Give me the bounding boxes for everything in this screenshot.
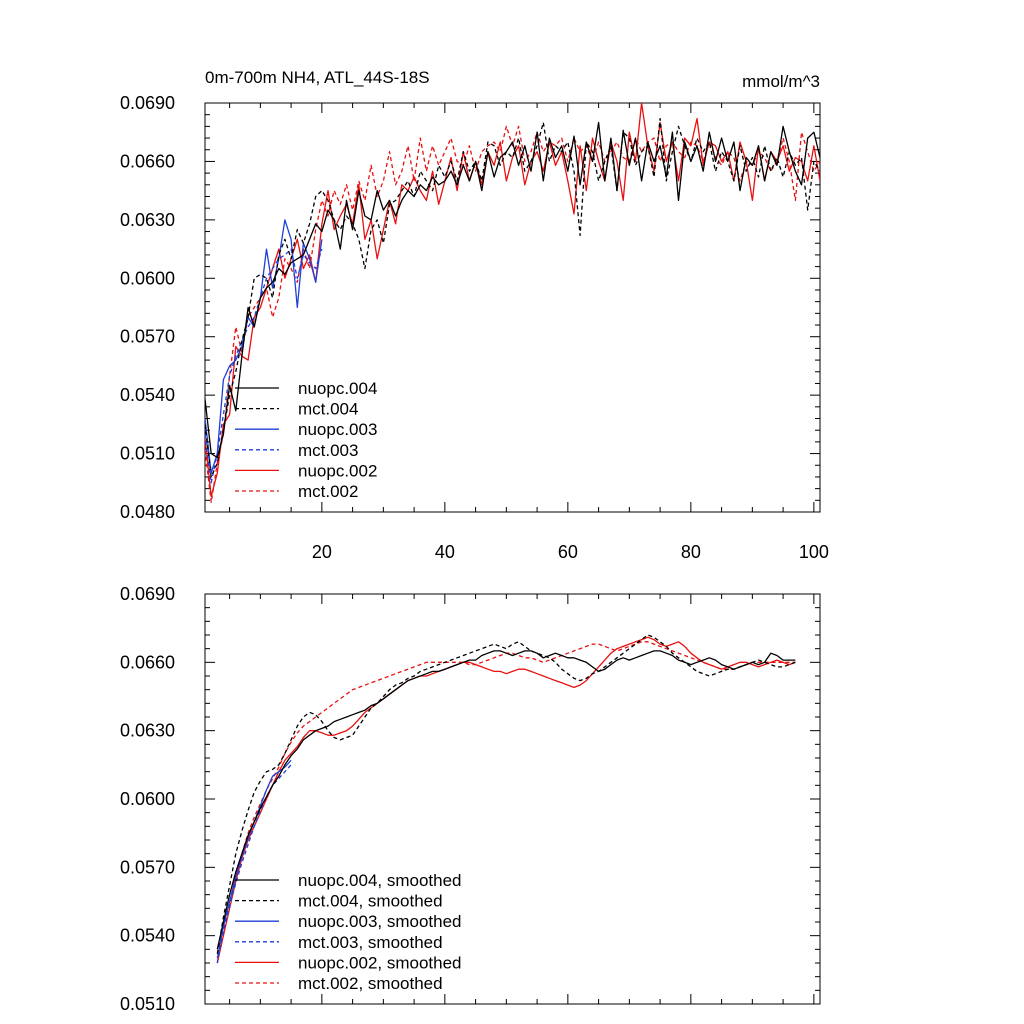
y-tick-label: 0.0690 bbox=[120, 584, 175, 604]
series-line-nuopc-004-smoothed bbox=[216, 650, 796, 950]
series-line-mct-004 bbox=[205, 117, 820, 478]
y-tick-label: 0.0510 bbox=[120, 444, 175, 464]
legend-label: mct.004 bbox=[298, 400, 358, 419]
legend-label: nuopc.003, smoothed bbox=[298, 912, 462, 931]
plot-frame bbox=[204, 102, 821, 513]
units-label: mmol/m^3 bbox=[742, 72, 820, 91]
x-tick-label: 20 bbox=[312, 542, 332, 562]
legend-label: mct.003, smoothed bbox=[298, 933, 443, 952]
series-line-nuopc-004 bbox=[205, 121, 820, 459]
y-tick-label: 0.0570 bbox=[120, 327, 175, 347]
x-tick-label: 80 bbox=[681, 542, 701, 562]
legend-label: nuopc.003 bbox=[298, 420, 377, 439]
legend-label: mct.003 bbox=[298, 441, 358, 460]
legend-label: mct.002 bbox=[298, 482, 358, 501]
y-tick-label: 0.0600 bbox=[120, 789, 175, 809]
legend-label: nuopc.002, smoothed bbox=[298, 953, 462, 972]
y-tick-label: 0.0630 bbox=[120, 721, 175, 741]
series-line-mct-003-smoothed bbox=[216, 764, 292, 964]
y-tick-label: 0.0600 bbox=[120, 268, 175, 288]
series-line-mct-002 bbox=[205, 125, 820, 503]
y-tick-label: 0.0630 bbox=[120, 210, 175, 230]
panel-smoothed-series: 0.0510 0.0540 0.0570 0.0600 0.0630 0.0660 0.06… bbox=[120, 584, 821, 1014]
x-tick-label: 40 bbox=[435, 542, 455, 562]
y-tick-label: 0.0480 bbox=[120, 502, 175, 522]
x-tick-label: 60 bbox=[558, 542, 578, 562]
x-tick-label: 100 bbox=[799, 542, 829, 562]
series-line-mct-004-smoothed bbox=[216, 634, 796, 955]
y-tick-label: 0.0510 bbox=[120, 994, 175, 1014]
y-tick-label: 0.0540 bbox=[120, 385, 175, 405]
legend-label: mct.004, smoothed bbox=[298, 892, 443, 911]
y-tick-label: 0.0660 bbox=[120, 652, 175, 672]
series-line-nuopc-002-smoothed bbox=[216, 636, 796, 964]
y-tick-label: 0.0660 bbox=[120, 151, 175, 171]
panel-raw-series: 0m-700m NH4, ATL_44S-18S mmol/m^3 20 40 60… bbox=[120, 68, 829, 562]
series-line-nuopc-002 bbox=[205, 103, 820, 498]
y-tick-label: 0.0570 bbox=[120, 857, 175, 877]
series-line-nuopc-003-smoothed bbox=[216, 759, 292, 959]
y-tick-label: 0.0690 bbox=[120, 93, 175, 113]
series-line-nuopc-003 bbox=[205, 219, 323, 474]
legend-label: mct.002, smoothed bbox=[298, 974, 443, 993]
legend-label: nuopc.004 bbox=[298, 379, 377, 398]
chart-title: 0m-700m NH4, ATL_44S-18S bbox=[205, 68, 430, 87]
y-tick-label: 0.0540 bbox=[120, 926, 175, 946]
legend-label: nuopc.004, smoothed bbox=[298, 871, 462, 890]
legend-label: nuopc.002 bbox=[298, 461, 377, 480]
